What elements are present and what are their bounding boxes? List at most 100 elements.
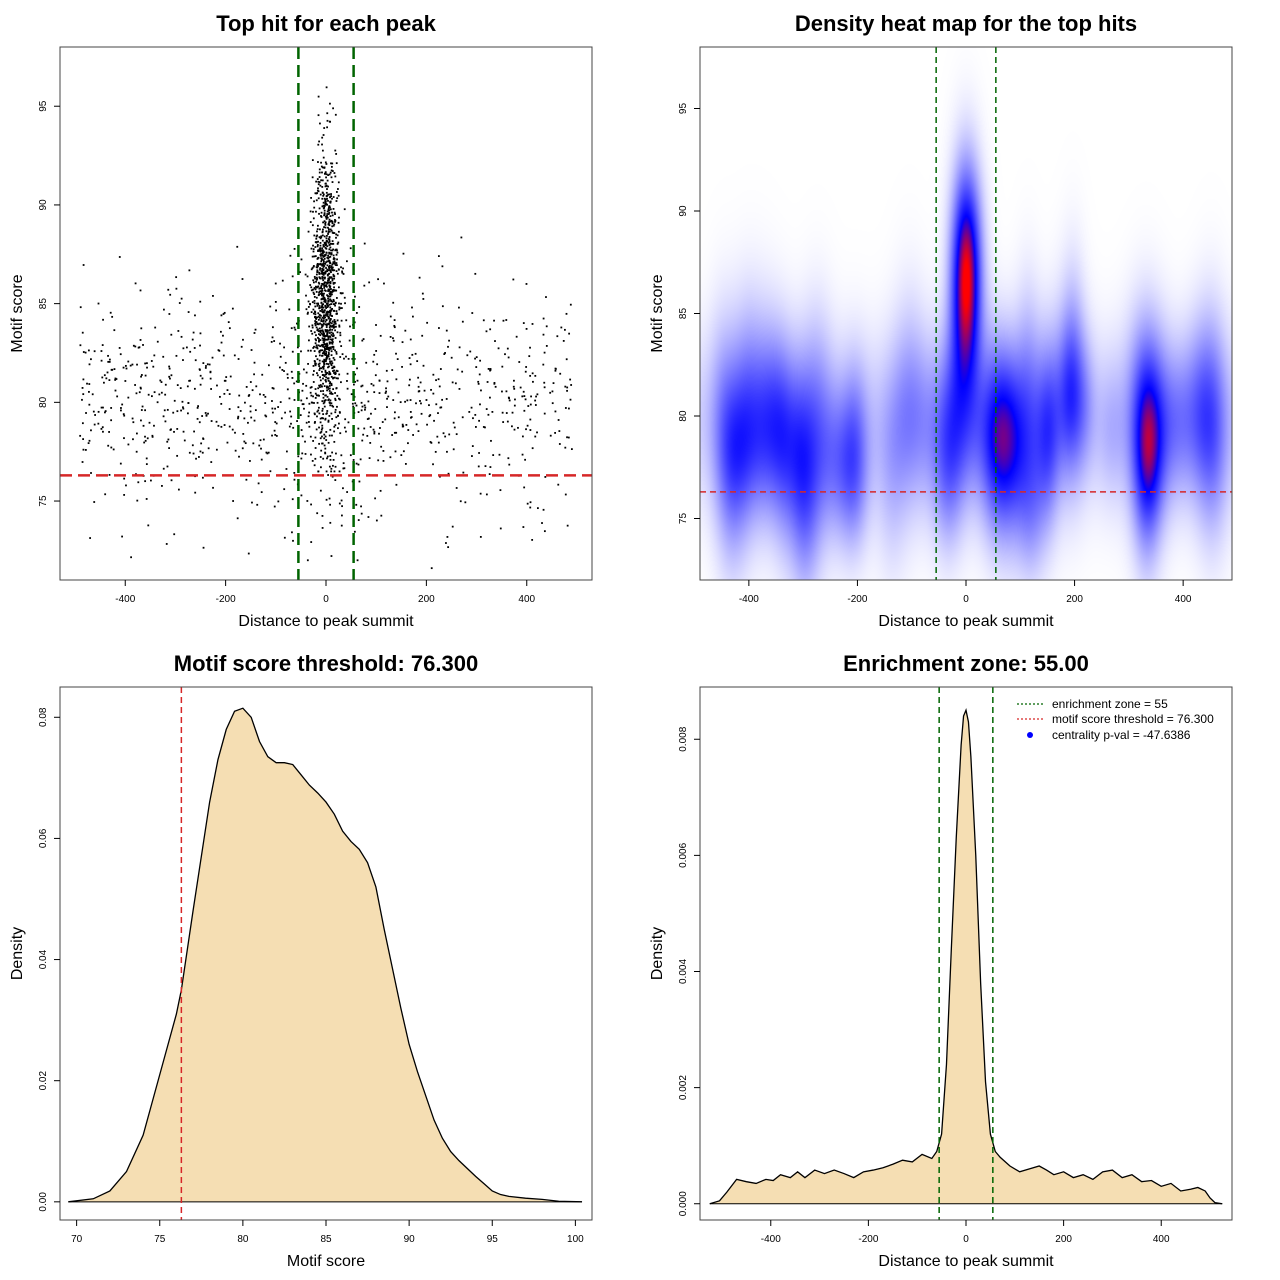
scatter-point <box>318 290 321 293</box>
scatter-point <box>164 420 167 423</box>
scatter-point <box>329 269 332 272</box>
scatter-point <box>330 375 333 378</box>
scatter-point <box>322 255 325 258</box>
scatter-point <box>322 249 324 252</box>
scatter-point <box>153 424 155 427</box>
scatter-point <box>416 360 419 363</box>
scatter-point <box>254 328 257 331</box>
scatter-point <box>322 228 324 231</box>
scatter-point <box>207 412 209 415</box>
scatter-point <box>160 381 163 383</box>
scatter-point <box>219 330 222 333</box>
x-tick-label: -200 <box>216 594 236 605</box>
scatter-point <box>111 315 114 318</box>
scatter-point <box>329 295 332 298</box>
scatter-point <box>341 514 343 517</box>
scatter-point <box>329 102 331 105</box>
scatter-point <box>560 326 563 329</box>
scatter-point <box>428 415 431 418</box>
scatter-point <box>522 390 525 393</box>
scatter-point <box>329 310 331 313</box>
scatter-point <box>318 333 320 336</box>
scatter-point <box>332 196 335 198</box>
scatter-point <box>306 500 309 502</box>
scatter-point <box>326 344 329 347</box>
scatter-point <box>323 346 326 348</box>
scatter-point <box>329 399 332 402</box>
scatter-point <box>517 426 519 429</box>
scatter-point <box>319 349 321 352</box>
scatter-point <box>273 505 276 508</box>
scatter-point <box>346 491 349 493</box>
y-axis-label: Motif score <box>649 274 666 352</box>
scatter-point <box>460 236 463 239</box>
scatter-point <box>132 438 134 441</box>
scatter-point <box>323 214 326 217</box>
scatter-point <box>321 345 324 348</box>
scatter-point <box>557 483 560 486</box>
scatter-point <box>322 367 325 370</box>
scatter-point <box>330 252 333 254</box>
scatter-point <box>330 412 333 415</box>
scatter-point <box>320 302 323 304</box>
scatter-point <box>274 300 277 303</box>
scatter-point <box>288 397 291 400</box>
scatter-point <box>321 258 323 260</box>
scatter-point <box>400 454 403 457</box>
scatter-point <box>446 450 448 453</box>
scatter-point <box>323 226 325 228</box>
scatter-point <box>94 414 96 416</box>
scatter-point <box>333 376 336 379</box>
scatter-point <box>502 319 505 322</box>
scatter-point <box>320 254 322 257</box>
scatter-point <box>408 384 411 387</box>
scatter-point <box>318 228 321 231</box>
scatter-point <box>321 349 324 352</box>
scatter-point <box>338 470 341 473</box>
scatter-point <box>511 425 513 428</box>
scatter-point <box>325 394 327 397</box>
scatter-point <box>314 255 317 258</box>
scatter-point <box>395 352 397 355</box>
scatter-point <box>294 328 297 331</box>
scatter-point <box>318 207 321 210</box>
scatter-point <box>325 380 327 383</box>
scatter-point <box>188 379 191 382</box>
scatter-point <box>478 419 480 422</box>
scatter-point <box>354 295 356 298</box>
y-tick-label: 85 <box>678 308 689 320</box>
scatter-point <box>314 360 316 363</box>
scatter-point <box>322 193 325 196</box>
scatter-point <box>319 489 322 492</box>
scatter-point <box>326 410 329 412</box>
scatter-point <box>277 406 280 408</box>
scatter-point <box>279 401 282 403</box>
scatter-point <box>243 417 246 420</box>
scatter-point <box>320 236 323 239</box>
scatter-point <box>312 279 315 282</box>
scatter-point <box>326 179 329 182</box>
scatter-point <box>542 508 545 511</box>
scatter-point <box>325 86 328 89</box>
scatter-point <box>489 466 492 468</box>
x-tick-label: 85 <box>320 1234 332 1245</box>
scatter-point <box>321 308 323 311</box>
x-tick-label: 70 <box>71 1234 83 1245</box>
scatter-point <box>337 414 339 417</box>
scatter-point <box>82 448 85 451</box>
scatter-point <box>330 303 333 305</box>
scatter-point <box>118 347 121 349</box>
chart-title: Enrichment zone: 55.00 <box>843 651 1089 676</box>
scatter-point <box>322 377 324 380</box>
scatter-point <box>494 385 497 388</box>
scatter-point <box>333 257 335 259</box>
scatter-point <box>354 380 356 383</box>
scatter-point <box>527 405 530 407</box>
scatter-point <box>334 397 337 400</box>
scatter-point <box>330 341 333 344</box>
scatter-point <box>313 200 315 203</box>
scatter-point <box>523 409 526 412</box>
legend-threshold-label: motif score threshold = 76.300 <box>1052 712 1214 726</box>
scatter-point <box>307 415 310 418</box>
scatter-point <box>329 319 332 321</box>
